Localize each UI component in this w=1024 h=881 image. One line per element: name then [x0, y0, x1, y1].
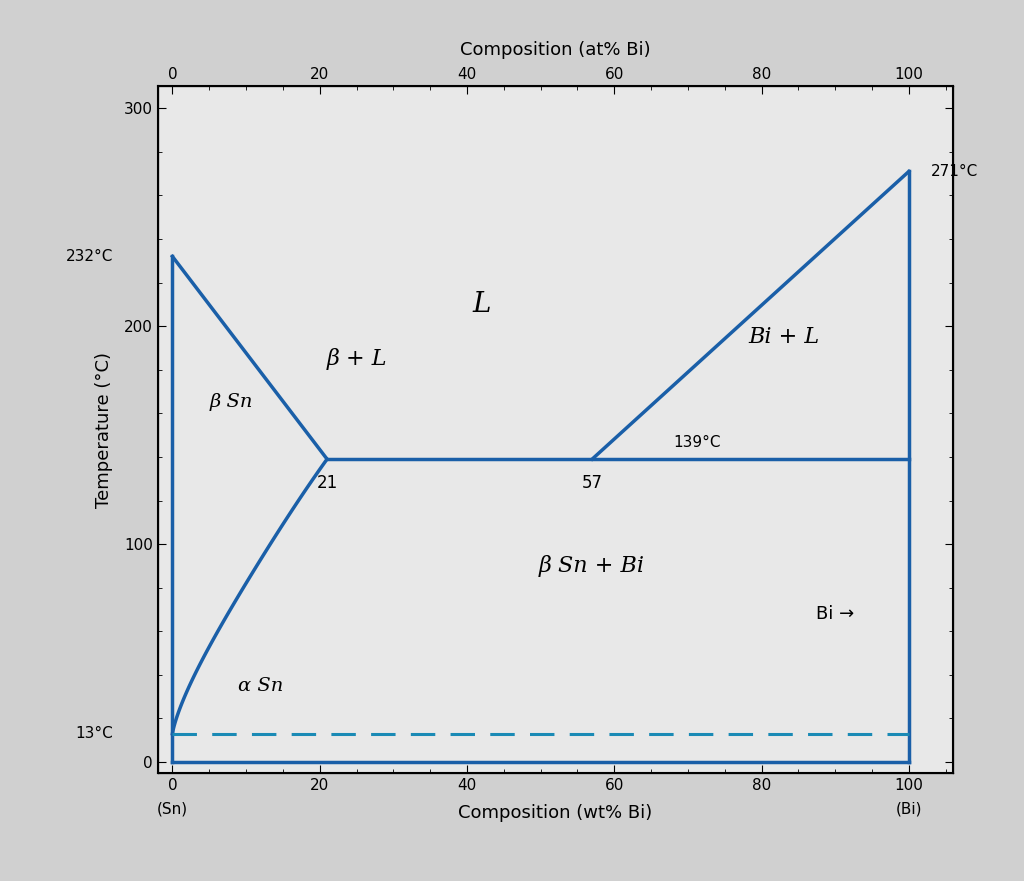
Text: L: L — [472, 291, 490, 318]
Text: 13°C: 13°C — [76, 726, 114, 741]
Text: Bi →: Bi → — [816, 605, 854, 623]
Text: β + L: β + L — [327, 348, 387, 370]
X-axis label: Composition (at% Bi): Composition (at% Bi) — [460, 41, 650, 59]
Y-axis label: Temperature (°C): Temperature (°C) — [94, 352, 113, 507]
Text: 232°C: 232°C — [67, 249, 114, 264]
Text: (Sn): (Sn) — [157, 802, 188, 817]
Text: Bi + L: Bi + L — [749, 326, 819, 348]
Text: 57: 57 — [582, 474, 603, 492]
Text: β Sn: β Sn — [210, 394, 253, 411]
Text: α Sn: α Sn — [239, 677, 284, 695]
Text: 21: 21 — [316, 474, 338, 492]
Text: (Bi): (Bi) — [896, 802, 923, 817]
Text: β Sn + Bi: β Sn + Bi — [540, 555, 645, 577]
Text: 139°C: 139°C — [673, 435, 721, 450]
X-axis label: Composition (wt% Bi): Composition (wt% Bi) — [459, 804, 652, 822]
Text: 271°C: 271°C — [931, 164, 978, 179]
